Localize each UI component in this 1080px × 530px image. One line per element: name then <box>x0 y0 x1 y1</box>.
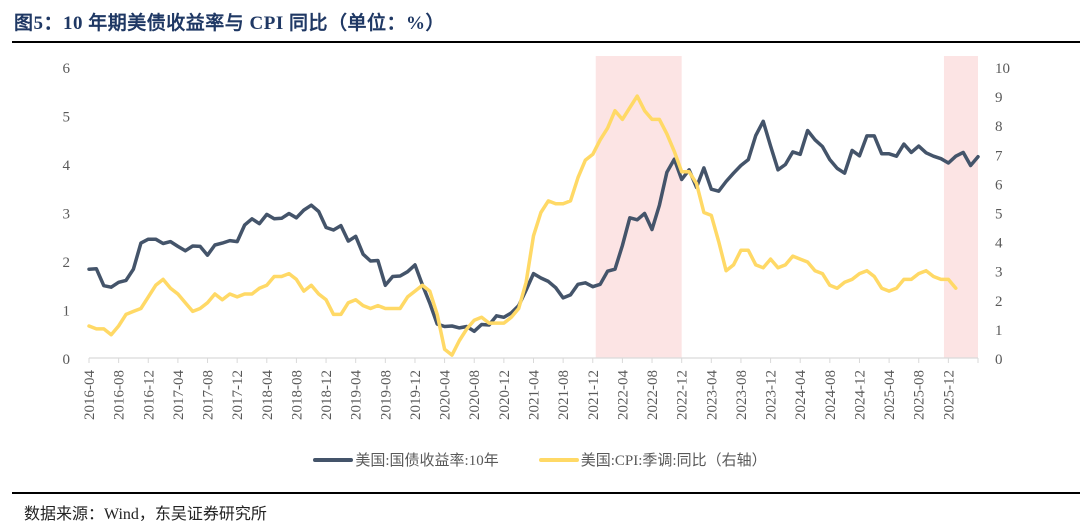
x-tick-label: 2019-08 <box>378 370 394 420</box>
left-y-axis: 0 1 2 3 4 5 6 <box>63 61 71 368</box>
right-y-axis: 0 1 2 3 4 5 6 7 8 9 10 <box>995 61 1010 368</box>
x-tick-label: 2022-12 <box>675 370 691 420</box>
right-y-tick-label: 5 <box>995 207 1003 223</box>
x-tick-label: 2017-12 <box>230 370 246 420</box>
x-tick-label: 2021-08 <box>556 370 572 420</box>
cpi-yoy-line <box>87 94 958 357</box>
x-tick-label: 2023-12 <box>764 370 780 420</box>
legend-item-yield: 美国:国债收益率:10年 <box>313 449 499 470</box>
x-tick-label: 2022-08 <box>645 370 661 420</box>
figure-title: 图5：10 年期美债收益率与 CPI 同比（单位：%） <box>14 13 445 34</box>
x-tick-label: 2021-12 <box>586 370 602 420</box>
x-tick-label: 2017-04 <box>171 370 187 420</box>
x-tick-label: 2024-04 <box>793 370 809 420</box>
x-tick-label: 2017-08 <box>201 370 217 420</box>
right-y-tick-label: 8 <box>995 119 1003 135</box>
right-y-tick-label: 9 <box>995 90 1003 106</box>
legend-swatch-yield <box>313 457 354 462</box>
left-y-tick-label: 4 <box>63 158 71 174</box>
x-tick-labels: 2016-04 2016-08 2016-12 2017-04 2017-08 2017-… <box>82 370 957 420</box>
left-y-tick-label: 2 <box>63 255 71 271</box>
x-tick-label: 2025-12 <box>941 370 957 420</box>
right-y-tick-label: 0 <box>995 352 1003 368</box>
data-source: 数据来源：Wind，东吴证券研究所 <box>24 506 267 523</box>
series-lines <box>87 94 980 357</box>
x-tick-label: 2022-04 <box>615 370 631 420</box>
left-y-tick-label: 1 <box>63 304 71 320</box>
right-y-tick-label: 6 <box>995 177 1003 193</box>
x-tick-label: 2016-12 <box>141 370 157 420</box>
x-tick-label: 2024-08 <box>823 370 839 420</box>
legend-item-cpi: 美国:CPI:季调:同比（右轴） <box>538 449 767 470</box>
x-tick-label: 2016-08 <box>112 370 128 420</box>
x-tick-label: 2023-04 <box>704 370 720 420</box>
footer-divider <box>12 492 1080 494</box>
right-y-tick-label: 1 <box>995 323 1003 339</box>
x-tick-label: 2018-08 <box>289 370 305 420</box>
x-tick-label: 2021-04 <box>527 370 543 420</box>
x-tick-label: 2018-04 <box>260 370 276 420</box>
left-y-tick-label: 0 <box>63 352 71 368</box>
left-y-tick-label: 3 <box>63 207 71 223</box>
yield-10y-line <box>87 119 980 334</box>
legend-swatch-cpi <box>538 457 579 462</box>
x-tick-label: 2020-04 <box>438 370 454 420</box>
legend-label-yield: 美国:国债收益率:10年 <box>355 453 499 469</box>
right-y-tick-label: 7 <box>995 148 1003 164</box>
left-y-tick-label: 5 <box>63 110 71 126</box>
x-tick-label: 2019-04 <box>349 370 365 420</box>
shaded-periods <box>595 56 978 358</box>
shaded-period-1 <box>943 56 978 358</box>
shaded-period-0 <box>595 56 682 358</box>
right-y-tick-label: 3 <box>995 265 1003 281</box>
x-axis <box>88 357 979 363</box>
legend-label-cpi: 美国:CPI:季调:同比（右轴） <box>580 453 767 469</box>
x-tick-label: 2024-12 <box>852 370 868 420</box>
left-y-tick-label: 6 <box>63 61 71 77</box>
right-y-tick-label: 2 <box>995 294 1003 310</box>
x-tick-label: 2019-12 <box>408 370 424 420</box>
legend: 美国:国债收益率:10年 美国:CPI:季调:同比（右轴） <box>0 449 1080 470</box>
x-tick-label: 2020-12 <box>497 370 513 420</box>
right-y-tick-label: 4 <box>995 236 1003 252</box>
right-y-tick-label: 10 <box>995 61 1010 77</box>
x-tick-label: 2018-12 <box>319 370 335 420</box>
x-tick-label: 2025-08 <box>912 370 928 420</box>
x-tick-label: 2025-04 <box>882 370 898 420</box>
title-divider <box>12 41 1080 43</box>
x-tick-label: 2023-08 <box>734 370 750 420</box>
x-tick-label: 2016-04 <box>82 370 98 420</box>
x-tick-label: 2020-08 <box>467 370 483 420</box>
